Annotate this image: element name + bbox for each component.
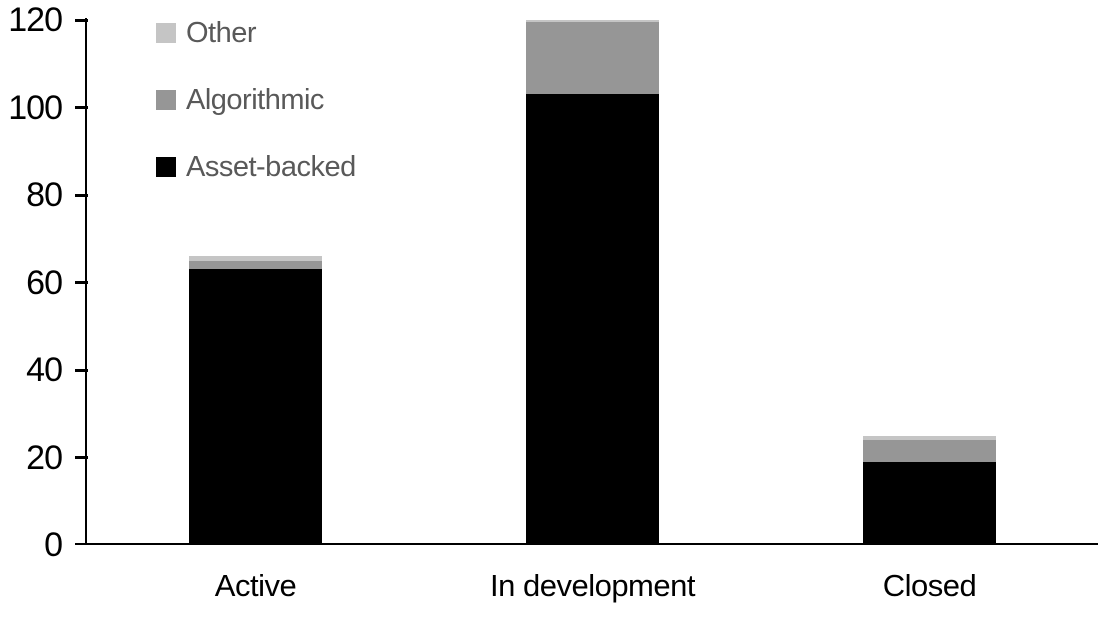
bar-segment-other-closed: [863, 435, 996, 440]
bar-segment-asset-backed-closed: [863, 461, 996, 545]
legend-swatch-icon: [156, 90, 176, 110]
legend-swatch-icon: [156, 157, 176, 177]
legend-label: Other: [186, 16, 257, 49]
legend-item-other: Other: [156, 14, 356, 52]
bar-segment-other-active: [189, 256, 322, 261]
bar-segment-algorithmic-closed: [863, 440, 996, 462]
y-tick-mark: [74, 193, 88, 197]
legend-item-asset-backed: Asset-backed: [156, 148, 356, 186]
legend-label: Algorithmic: [186, 83, 324, 116]
y-tick-label: 120: [8, 1, 63, 39]
bar-segment-asset-backed-in-development: [526, 94, 659, 545]
legend-label: Asset-backed: [186, 150, 356, 183]
bar-segment-algorithmic-in-development: [526, 22, 659, 95]
y-tick-label: 100: [8, 88, 63, 127]
legend-swatch-icon: [156, 23, 176, 43]
y-tick-mark: [74, 368, 88, 372]
y-tick-label: 40: [26, 351, 63, 389]
y-tick-label: 80: [26, 176, 63, 214]
x-category-label-in-development: In development: [490, 568, 695, 603]
bar-segment-other-in-development: [526, 20, 659, 23]
y-tick-mark: [74, 456, 88, 459]
y-tick-label: 60: [26, 263, 63, 302]
y-tick-mark: [74, 18, 88, 22]
legend-item-algorithmic: Algorithmic: [156, 81, 356, 119]
y-tick-label: 0: [44, 526, 63, 564]
y-tick-mark: [74, 106, 88, 109]
x-category-label-active: Active: [214, 568, 297, 603]
y-tick-mark: [74, 281, 88, 284]
bar-segment-asset-backed-active: [189, 269, 322, 545]
x-category-label-closed: Closed: [882, 568, 977, 603]
y-tick-label: 20: [26, 438, 63, 477]
bar-segment-algorithmic-active: [189, 260, 322, 270]
legend: Other Algorithmic Asset-backed: [156, 14, 356, 215]
